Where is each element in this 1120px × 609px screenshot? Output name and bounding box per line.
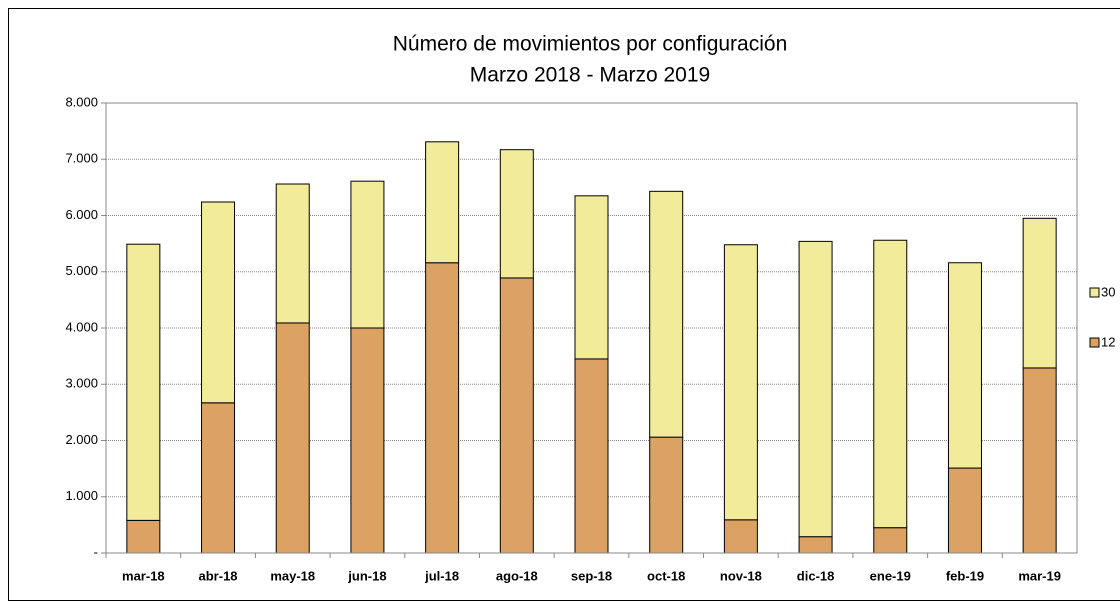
x-tick-label: oct-18 xyxy=(647,568,685,583)
bar-segment xyxy=(425,141,460,264)
bar-segment xyxy=(499,277,534,554)
x-tick-label: mar-19 xyxy=(1018,568,1061,583)
bar-segment xyxy=(798,536,833,554)
bar-segment xyxy=(1022,367,1057,554)
bar-segment xyxy=(798,240,833,538)
bar-segment xyxy=(201,402,236,554)
y-tick-label: 4.000 xyxy=(65,319,98,334)
bar-segment xyxy=(126,519,161,554)
y-tick-label: 2.000 xyxy=(65,432,98,447)
bar-segment xyxy=(350,327,385,554)
bar-segment xyxy=(499,149,534,279)
legend-label: 30 xyxy=(1101,284,1115,299)
bar-segment xyxy=(649,190,684,438)
x-tick-label: ago-18 xyxy=(496,568,538,583)
x-tick-label: sep-18 xyxy=(571,568,612,583)
y-tick-label: 3.000 xyxy=(65,376,98,391)
bar-segment xyxy=(574,195,609,360)
y-tick-label: 5.000 xyxy=(65,263,98,278)
bar-segment xyxy=(1022,217,1057,369)
bar-segment xyxy=(425,262,460,554)
bar-segment xyxy=(275,183,310,324)
x-tick-label: may-18 xyxy=(270,568,315,583)
bar-segment xyxy=(873,239,908,529)
bar-segment xyxy=(275,322,310,554)
x-tick-label: feb-19 xyxy=(946,568,984,583)
bar-segment xyxy=(947,467,982,554)
y-tick-label: 8.000 xyxy=(65,94,98,109)
x-tick-label: dic-18 xyxy=(797,568,835,583)
legend-label: 12 xyxy=(1101,334,1115,349)
y-tick-label: - xyxy=(94,544,98,559)
x-tick-label: mar-18 xyxy=(122,568,165,583)
bar-segment xyxy=(201,201,236,404)
x-tick-label: abr-18 xyxy=(199,568,238,583)
legend-swatch xyxy=(1089,287,1100,298)
x-tick-label: ene-19 xyxy=(870,568,911,583)
y-tick-label: 7.000 xyxy=(65,151,98,166)
chart-subtitle: Marzo 2018 - Marzo 2019 xyxy=(470,64,710,87)
bar-segment xyxy=(126,243,161,521)
x-tick-label: jun-18 xyxy=(347,568,386,583)
x-tick-label: nov-18 xyxy=(720,568,762,583)
y-tick-label: 6.000 xyxy=(65,207,98,222)
x-tick-label: jul-18 xyxy=(424,568,459,583)
chart-title: Número de movimientos por configuración xyxy=(393,33,788,56)
bar-segment xyxy=(723,244,758,521)
bar-segment xyxy=(649,436,684,554)
bar-segment xyxy=(574,358,609,554)
bar-segment xyxy=(723,519,758,554)
bar-segment xyxy=(350,180,385,329)
bar-segment xyxy=(873,527,908,554)
bar-segment xyxy=(947,262,982,469)
legend-swatch xyxy=(1089,337,1100,348)
y-tick-label: 1.000 xyxy=(65,488,98,503)
